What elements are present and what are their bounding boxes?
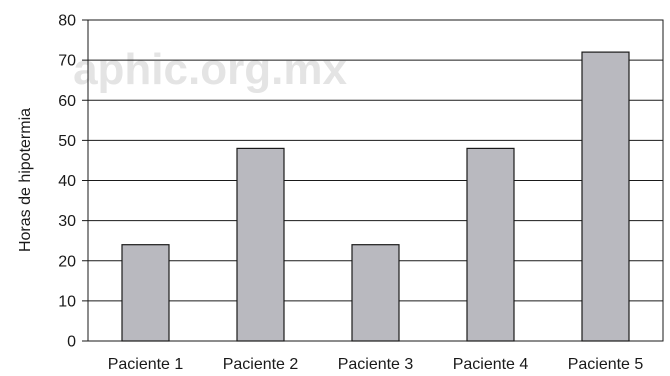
x-tick-label: Paciente 5: [568, 356, 644, 373]
bar-paciente-2: [236, 147, 285, 342]
x-tick-label: Paciente 4: [453, 356, 529, 373]
bars: [121, 51, 630, 342]
x-tick-label: Paciente 3: [338, 356, 414, 373]
bar-paciente-3: [351, 244, 400, 342]
bar-paciente-4: [466, 147, 515, 342]
bar-paciente-5: [581, 51, 630, 342]
x-tick-labels: Paciente 1 Paciente 2 Paciente 3 Paciente 4…: [108, 356, 644, 373]
plot-frame: [87, 19, 664, 342]
watermark: aphic.org.mx: [73, 45, 347, 94]
y-tick-labels: 0 10 20 30 40 50 60 70 80: [58, 13, 76, 351]
y-tick-label: 60: [58, 93, 76, 110]
y-tick-label: 20: [58, 253, 76, 270]
x-tick-label: Paciente 1: [108, 356, 184, 373]
y-axis-title: Horas de hipotermia: [17, 108, 34, 252]
y-tick-label: 40: [58, 173, 76, 190]
y-tick-label: 70: [58, 53, 76, 70]
y-tick-label: 0: [67, 334, 76, 351]
bar-paciente-1: [121, 244, 170, 342]
y-tick-label: 80: [58, 13, 76, 30]
x-tick-label: Paciente 2: [223, 356, 299, 373]
y-tick-label: 10: [58, 293, 76, 310]
y-tick-label: 30: [58, 213, 76, 230]
y-tick-label: 50: [58, 133, 76, 150]
